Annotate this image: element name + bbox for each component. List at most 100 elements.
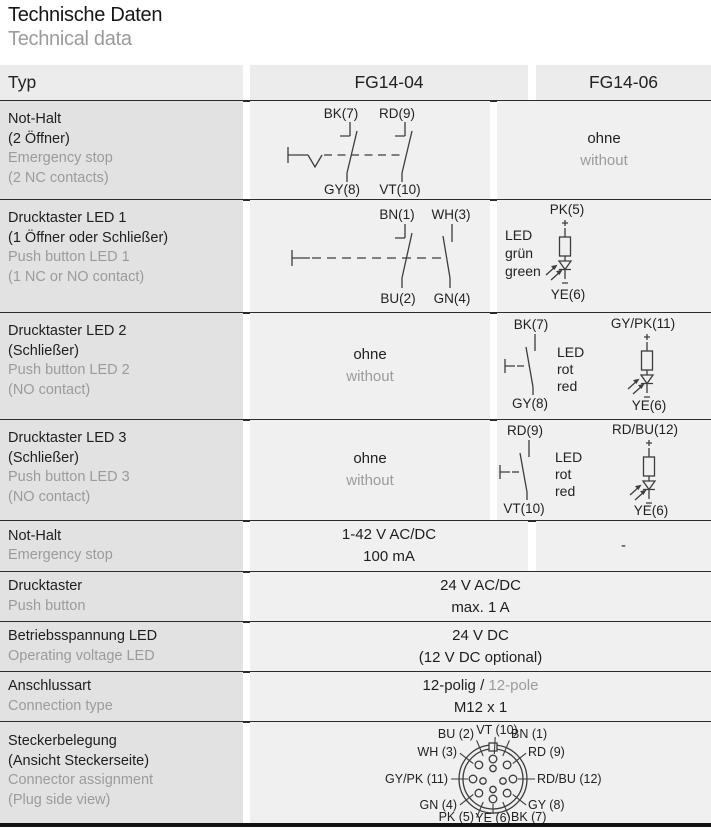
label-en2: (NO contact) [8, 488, 91, 505]
led-circuit-diagram-green: PK(5) YE(6) LED grün green [505, 202, 586, 302]
label-en: Push button LED 3 [8, 469, 130, 485]
label-de: Drucktaster LED 3 [8, 430, 127, 446]
wire-label: GY(8) [512, 396, 548, 411]
label-en: Emergency stop [8, 150, 113, 166]
pin-label: BN (1) [511, 727, 547, 741]
label-en2: (2 NC contacts) [8, 169, 109, 186]
label-en: Push button LED 2 [8, 362, 130, 378]
wire-label: BU(2) [380, 291, 415, 306]
wire-label: YE(6) [632, 398, 667, 413]
wire-label: RD(9) [379, 106, 415, 121]
poles-en: 12-pole [488, 676, 539, 694]
wire-label: VT(10) [379, 182, 420, 197]
cell-fg14-04-led3: ohne without [250, 420, 490, 520]
divider [0, 100, 711, 102]
label-de: Not-Halt [8, 527, 62, 544]
wire-label: PK(5) [550, 202, 585, 217]
pin-label: YE (6) [475, 811, 510, 823]
divider [0, 721, 711, 723]
current-value: 100 mA [363, 548, 415, 565]
pin-label: BK (7) [511, 810, 546, 823]
pin-label: GN (4) [420, 798, 458, 812]
row-label-emergency-stop-rating: Not-Halt Emergency stop [0, 521, 243, 571]
wire-label: BN(1) [379, 207, 414, 222]
label-de2: (1 Öffner oder Schließer) [8, 229, 169, 246]
pin-label: PK (5) [439, 810, 474, 823]
row-label-push-button-led3: Drucktaster LED 3 (Schließer) Push butto… [0, 420, 243, 520]
cell-push-button-rating: 24 V AC/DC max. 1 A [250, 572, 711, 621]
divider [0, 571, 711, 573]
row-label-connection-type: Anschlussart Connection type [0, 672, 243, 721]
cell-led-voltage: 24 V DC (12 V DC optional) [250, 622, 711, 671]
emergency-stop-circuit-diagram: BK(7) RD(9) GY(8) VT(10) [250, 101, 490, 199]
dash-value: - [621, 537, 626, 554]
label-de: Anschlussart [8, 678, 92, 694]
divider [0, 520, 711, 522]
column-header-fg14-04: FG14-04 [250, 65, 528, 100]
wire-label: YE(6) [634, 503, 669, 518]
label-de: Steckerbelegung [8, 733, 117, 749]
label-de2: (Ansicht Steckerseite) [8, 752, 150, 769]
thread-size: M12 x 1 [453, 698, 508, 716]
row-label-connector-assignment: Steckerbelegung (Ansicht Steckerseite) C… [0, 722, 243, 823]
none-de: ohne [353, 346, 387, 363]
no-contact-and-red-led-diagram: BK(7) GY(8) GY/PK(11) YE(6) LED rot red [504, 316, 675, 413]
cell-emergency-rating-fg14-04: 1-42 V AC/DC 100 mA [250, 521, 528, 571]
label-en: Operating voltage LED [8, 647, 155, 664]
row-label-push-button-led1: Drucktaster LED 1 (1 Öffner oder Schließ… [0, 200, 243, 312]
connector-pinout-diagram: BU (2) VT (10) BN (1) WH (3) RD (9) GY/P… [385, 723, 602, 825]
divider [0, 671, 711, 673]
pin-label: RD/BU (12) [537, 772, 602, 786]
led2-circuit-cell: BK(7) GY(8) GY/PK(11) YE(6) LED rot red [497, 313, 711, 419]
column-header-typ: Typ [0, 65, 243, 100]
pin-label: VT (10) [476, 723, 517, 737]
voltage-value: 1-42 V AC/DC [341, 526, 437, 543]
wire-label: VT(10) [503, 501, 544, 516]
row-label-led-voltage: Betriebsspannung LED Operating voltage L… [0, 622, 243, 671]
cell-connection-type: 12-polig / 12-pole M12 x 1 [250, 672, 711, 721]
none-de: ohne [587, 130, 621, 147]
pin-label: GY/PK (11) [385, 772, 448, 786]
wire-label: BK(7) [324, 106, 359, 121]
pin-label: WH (3) [417, 745, 457, 759]
led1-contact-diagram-cell: BN(1) WH(3) BU(2) GN(4) [250, 200, 490, 312]
label-en: Connection type [8, 697, 113, 714]
cell-emergency-rating-fg14-06: - [536, 521, 711, 571]
voltage-value: 24 V AC/DC [440, 576, 521, 594]
page-title-en: Technical data [8, 28, 132, 50]
led-color-en: red [555, 483, 575, 499]
label-en2: (Plug side view) [8, 791, 111, 808]
label-en2: (1 NC or NO contact) [8, 268, 145, 285]
led-color-de: rot [557, 361, 573, 377]
wire-label: GY(8) [324, 182, 360, 197]
label-de: Drucktaster LED 2 [8, 323, 127, 339]
wire-label: YE(6) [551, 287, 586, 302]
label-en: Push button [8, 597, 86, 614]
row-label-push-button-led2: Drucktaster LED 2 (Schließer) Push butto… [0, 313, 243, 419]
led-label: LED [505, 227, 532, 243]
no-contact-and-red-led-diagram: RD(9) VT(10) RD/BU(12) YE(6) LED rot red [499, 422, 678, 518]
voltage-value: 24 V DC [452, 626, 509, 644]
wire-label: RD/BU(12) [612, 422, 678, 437]
wire-label: RD(9) [507, 423, 543, 438]
label-de: Not-Halt [8, 111, 62, 127]
wire-label: WH(3) [432, 207, 471, 222]
nc-no-contact-diagram: BN(1) WH(3) BU(2) GN(4) [291, 207, 471, 306]
led-color-de: rot [555, 466, 571, 482]
current-value: max. 1 A [451, 598, 510, 616]
none-de: ohne [353, 450, 387, 467]
label-en: Push button LED 1 [8, 249, 130, 265]
label-de: Drucktaster [8, 578, 83, 594]
pin-label: RD (9) [528, 745, 565, 759]
pin-label: BU (2) [438, 727, 474, 741]
bottom-border [0, 823, 711, 827]
nc-nc-contact-diagram: BK(7) RD(9) GY(8) VT(10) [287, 106, 421, 197]
wire-label: BK(7) [514, 317, 549, 332]
page-title: Technische Daten [8, 4, 163, 26]
row-label-emergency-stop-contacts: Not-Halt (2 Öffner) Emergency stop (2 NC… [0, 101, 243, 199]
led-color-en: green [505, 263, 541, 279]
led3-circuit-cell: RD(9) VT(10) RD/BU(12) YE(6) LED rot red [497, 420, 711, 520]
label-de: Drucktaster LED 1 [8, 210, 127, 226]
column-header-fg14-06: FG14-06 [536, 65, 711, 100]
